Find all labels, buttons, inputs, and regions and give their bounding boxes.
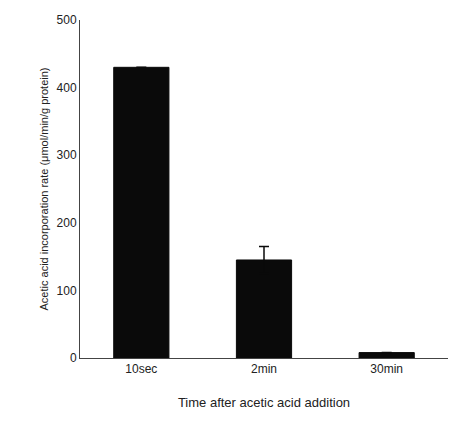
svg-text:300: 300 xyxy=(57,148,77,162)
svg-text:Acetic acid incorporation rate: Acetic acid incorporation rate (μmol/min… xyxy=(38,68,50,311)
svg-text:10sec: 10sec xyxy=(125,362,157,376)
svg-text:500: 500 xyxy=(57,13,77,27)
svg-text:400: 400 xyxy=(57,81,77,95)
svg-text:30min: 30min xyxy=(370,362,403,376)
svg-text:200: 200 xyxy=(57,216,77,230)
svg-text:Time after acetic acid additio: Time after acetic acid addition xyxy=(178,395,350,410)
svg-text:100: 100 xyxy=(57,284,77,298)
svg-text:0: 0 xyxy=(70,351,77,365)
svg-text:2min: 2min xyxy=(251,362,277,376)
